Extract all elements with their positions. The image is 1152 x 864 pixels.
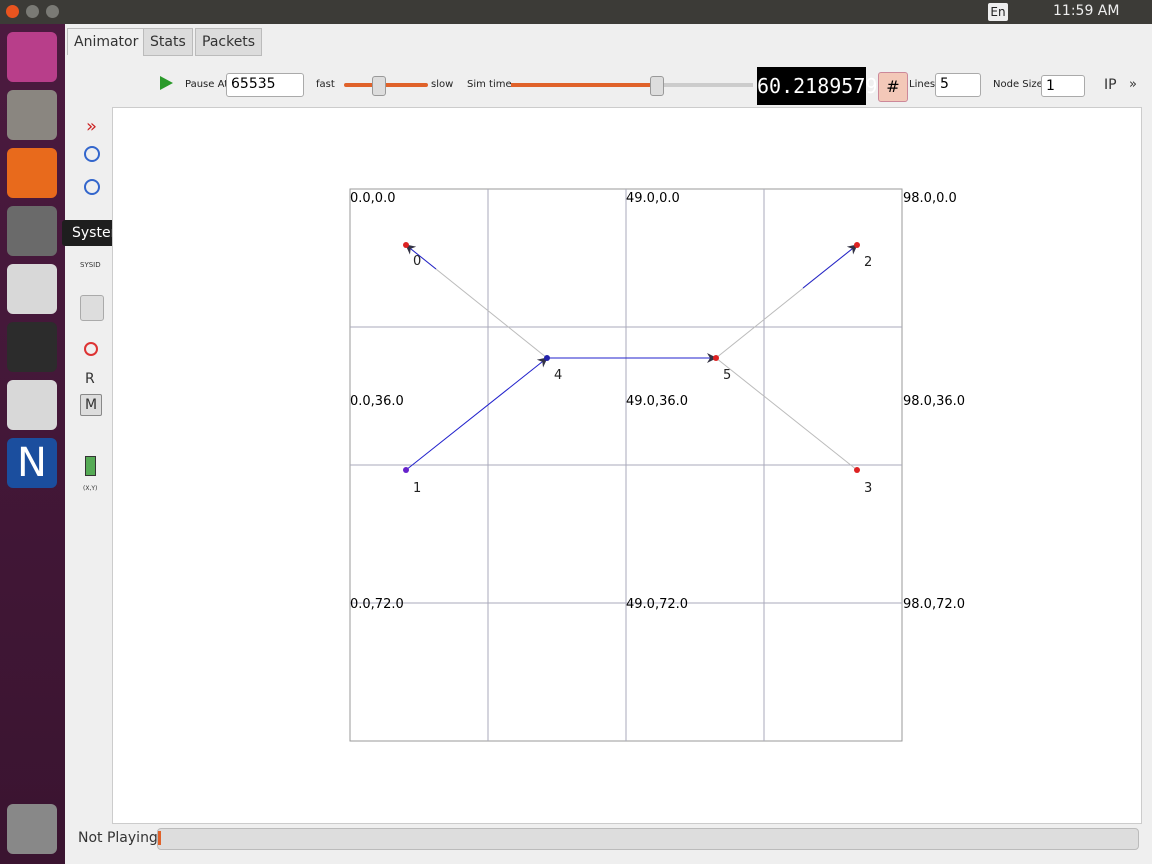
packet	[405, 244, 437, 270]
node[interactable]	[403, 242, 409, 248]
maximize-button[interactable]	[46, 5, 59, 18]
node[interactable]	[713, 355, 719, 361]
keyboard-indicator[interactable]: En	[988, 3, 1008, 21]
editor-icon[interactable]	[7, 264, 57, 314]
label: Node Size	[993, 79, 1043, 90]
label: Pause At	[185, 79, 229, 90]
packet	[802, 244, 858, 289]
tab[interactable]: Stats	[143, 28, 193, 56]
node[interactable]	[854, 242, 860, 248]
grid-label: 49.0,0.0	[626, 191, 680, 206]
close-button[interactable]	[6, 5, 19, 18]
tool-label[interactable]: M	[80, 394, 102, 416]
label: Lines	[909, 79, 936, 90]
grid-label: 0.0,36.0	[350, 394, 404, 409]
node-size-spinbox[interactable]: 1	[1041, 75, 1085, 97]
node-label: 5	[723, 368, 731, 383]
node-label: 1	[413, 481, 421, 496]
tool-icon[interactable]	[84, 342, 98, 356]
speed-slider[interactable]	[344, 83, 428, 87]
grid-label: 98.0,36.0	[903, 394, 965, 409]
lines-spinbox[interactable]: 5	[935, 73, 981, 97]
label: fast	[316, 79, 335, 90]
node[interactable]	[403, 467, 409, 473]
tab[interactable]: Animator	[67, 28, 146, 55]
grid-label: 0.0,72.0	[350, 597, 404, 612]
link	[715, 357, 858, 471]
progress-fill	[158, 831, 161, 845]
trash-icon[interactable]	[7, 804, 57, 854]
dash-icon[interactable]	[7, 32, 57, 82]
label: slow	[431, 79, 454, 90]
tool-label[interactable]: (X,Y)	[83, 485, 98, 492]
tool-icon[interactable]: »	[86, 116, 98, 137]
zoom-out[interactable]	[84, 179, 100, 195]
play-button[interactable]	[160, 76, 173, 90]
netanim-icon[interactable]: N	[7, 438, 57, 488]
grid-label: 49.0,36.0	[626, 394, 688, 409]
packet	[405, 357, 548, 471]
status-label: Not Playing	[78, 830, 158, 846]
slider-handle[interactable]	[650, 76, 664, 96]
tool-button[interactable]	[80, 295, 104, 321]
node[interactable]	[544, 355, 550, 361]
label: Sim time	[467, 79, 512, 90]
editor-icon[interactable]	[7, 380, 57, 430]
tool-label[interactable]: SYSID	[80, 261, 101, 269]
progress-bar	[157, 828, 1139, 850]
node-label: 0	[413, 254, 421, 269]
top-panel: En 11:59 AM	[0, 0, 1152, 24]
ip-button[interactable]: IP	[1104, 77, 1117, 93]
zoom-in[interactable]	[84, 146, 100, 162]
node-label: 3	[864, 481, 872, 496]
node[interactable]	[854, 467, 860, 473]
pause-at-input[interactable]: 65535	[226, 73, 304, 97]
launcher: N	[0, 24, 65, 864]
grid-label: 98.0,0.0	[903, 191, 957, 206]
grid-label: 98.0,72.0	[903, 597, 965, 612]
sim-slider[interactable]	[511, 83, 656, 87]
terminal-icon[interactable]	[7, 322, 57, 372]
grid-toggle[interactable]: #	[878, 72, 908, 102]
battery-icon[interactable]	[85, 456, 96, 476]
grid: 0.0,0.0 49.0,0.0 98.0,0.0 0.0,36.0 49.0,…	[349, 188, 965, 742]
animation-canvas: 0.0,0.0 49.0,0.0 98.0,0.0 0.0,36.0 49.0,…	[112, 107, 1142, 824]
firefox-icon[interactable]	[7, 148, 57, 198]
settings-icon[interactable]	[7, 206, 57, 256]
node-label: 2	[864, 255, 872, 270]
more-button[interactable]: »	[1129, 77, 1137, 92]
minimize-button[interactable]	[26, 5, 39, 18]
tool-label[interactable]: R	[85, 371, 95, 387]
grid-label: 0.0,0.0	[350, 191, 395, 206]
tab[interactable]: Packets	[195, 28, 263, 56]
files-icon[interactable]	[7, 90, 57, 140]
slider-handle[interactable]	[372, 76, 386, 96]
clock[interactable]: 11:59 AM	[1053, 3, 1120, 19]
grid-label: 49.0,72.0	[626, 597, 688, 612]
node-label: 4	[554, 368, 562, 383]
sim-time-display: 60.2189579	[757, 67, 877, 105]
sim-slider-rest	[656, 83, 753, 87]
